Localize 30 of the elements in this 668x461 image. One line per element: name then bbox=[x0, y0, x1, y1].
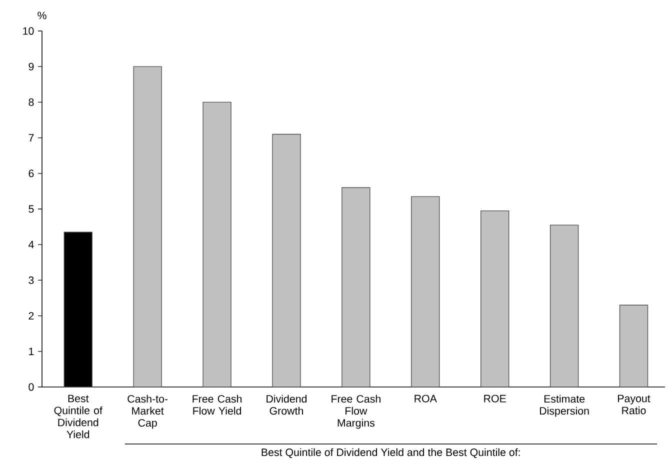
bar bbox=[272, 134, 301, 388]
bar bbox=[480, 210, 510, 388]
x-tick-label: Best Quintile of Dividend Yield bbox=[54, 394, 102, 438]
y-tick-label: 6 bbox=[28, 170, 34, 178]
y-tick-label: 0 bbox=[28, 383, 34, 391]
y-tick-label: 10 bbox=[23, 27, 34, 35]
y-tick-label: 5 bbox=[28, 205, 34, 213]
y-tick-label: 3 bbox=[28, 276, 34, 284]
x-tick-label: Estimate Dispersion bbox=[540, 394, 589, 417]
bar bbox=[550, 224, 579, 388]
x-tick-label: Dividend Growth bbox=[266, 394, 307, 415]
bar bbox=[202, 102, 232, 388]
x-tick-label: ROE bbox=[484, 394, 506, 402]
x-tick-label: Payout Ratio bbox=[618, 394, 650, 414]
bar bbox=[411, 196, 440, 388]
x-tick-label: Cash-to-Market Cap bbox=[128, 394, 168, 429]
bar bbox=[619, 304, 648, 388]
bar bbox=[133, 66, 162, 388]
x-tick-label: ROA bbox=[414, 394, 437, 402]
y-tick-label: 2 bbox=[28, 312, 34, 320]
x-axis-title: Best Quintile of Dividend Yield and the Best Quintile of: bbox=[262, 448, 520, 458]
x-tick-label: Free Cash Flow Yield bbox=[192, 394, 242, 415]
y-tick-label: 7 bbox=[28, 134, 34, 142]
bar bbox=[342, 187, 370, 388]
x-tick-label: Free Cash Flow Margins bbox=[332, 394, 380, 429]
y-tick-label: 9 bbox=[28, 62, 34, 70]
y-tick-label: 4 bbox=[28, 240, 34, 248]
y-tick-label: 8 bbox=[28, 98, 34, 106]
y-tick-label: 1 bbox=[29, 348, 34, 356]
y-axis-title: % bbox=[38, 12, 46, 20]
